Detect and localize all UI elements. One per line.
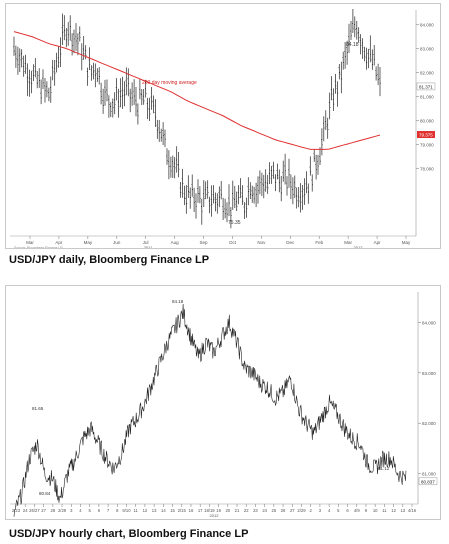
x-tick-label: 9/10 bbox=[122, 508, 131, 513]
x-tick-label: 5 bbox=[89, 508, 92, 513]
x-tick-label: Dec bbox=[286, 240, 295, 245]
x-tick-label: 6 bbox=[346, 508, 349, 513]
x-tick-label: 9 bbox=[365, 508, 368, 513]
x-tick-label: 27 bbox=[41, 508, 46, 513]
x-tick-label: Aug bbox=[171, 240, 180, 245]
last-price-box bbox=[416, 82, 436, 91]
annotation-label: 84.18 bbox=[172, 299, 184, 304]
x-tick-label: Nov bbox=[257, 240, 266, 245]
x-tick-label: Sep bbox=[200, 240, 209, 245]
y-tick-label: 84.000 bbox=[420, 22, 434, 27]
year-label: 2012 bbox=[210, 513, 220, 518]
daily-chart-panel: 84.000 83.000 82.000 81.000 80.000 79.000 78.0… bbox=[5, 3, 441, 250]
x-tick-label: 16 bbox=[189, 508, 194, 513]
moving-average-label: 200 day moving average bbox=[142, 80, 197, 86]
x-tick-label: Apr bbox=[374, 240, 382, 245]
x-tick-label: Apr bbox=[55, 240, 63, 245]
x-tick-label: 22 bbox=[244, 508, 249, 513]
last-price-label: 80.837 bbox=[421, 479, 435, 484]
y-tick-label: 81.000 bbox=[420, 95, 434, 100]
x-tick-label: 26 bbox=[281, 508, 286, 513]
ma-value-label: 79.375 bbox=[419, 133, 433, 138]
x-tick-label: 21 bbox=[235, 508, 240, 513]
x-tick-label: 19 bbox=[216, 508, 221, 513]
last-price-label: 81.371 bbox=[419, 84, 433, 89]
y-tick-label: 83.000 bbox=[420, 46, 434, 51]
y-tick-label: 82.000 bbox=[420, 71, 434, 76]
x-tick-label: 13 bbox=[152, 508, 157, 513]
x-tick-label: 15 bbox=[170, 508, 175, 513]
source-label: Source: Bloomberg Finance LP bbox=[14, 246, 63, 248]
last-price-box bbox=[418, 477, 438, 486]
x-tick-label: 14 bbox=[161, 508, 166, 513]
x-tick-label: 12 bbox=[143, 508, 148, 513]
x-tick-label: 24 bbox=[262, 508, 267, 513]
x-tick-label: Mar bbox=[344, 240, 352, 245]
x-tick-label: Jul bbox=[143, 240, 149, 245]
x-tick-label: 28 bbox=[51, 508, 56, 513]
x-tick-label: Feb bbox=[315, 240, 323, 245]
x-tick-label: 23 bbox=[253, 508, 258, 513]
daily-chart-caption: USD/JPY daily, Bloomberg Finance LP bbox=[9, 254, 210, 266]
x-tick-label: 13 bbox=[400, 508, 405, 513]
x-tick-label: 4/9 bbox=[354, 508, 360, 513]
x-tick-label: May bbox=[402, 240, 411, 245]
x-tick-label: 25 bbox=[272, 508, 277, 513]
daily-chart: 84.000 83.000 82.000 81.000 80.000 79.000 78.0… bbox=[10, 9, 436, 250]
annotation-label: 80.84 bbox=[39, 491, 51, 496]
price-bars bbox=[13, 9, 381, 229]
x-tick-label: 2/15 bbox=[178, 508, 187, 513]
x-tick-label: 2/23 bbox=[12, 508, 21, 513]
x-tick-label: 10 bbox=[373, 508, 378, 513]
x-tick-label: 26/27 bbox=[29, 508, 40, 513]
hourly-chart-panel: 84.00083.00082.00081.00080.0002/232426/2… bbox=[5, 285, 441, 527]
y-tick-label: 81.000 bbox=[422, 472, 436, 477]
x-tick-label: 11 bbox=[134, 508, 139, 513]
low-annotation: 75.35 bbox=[228, 220, 241, 226]
x-tick-label: 5 bbox=[337, 508, 340, 513]
x-tick-label: 6 bbox=[98, 508, 101, 513]
hourly-chart-caption: USD/JPY hourly chart, Bloomberg Finance … bbox=[9, 528, 249, 540]
y-tick-label: 79.000 bbox=[420, 143, 434, 148]
x-tick-label: 17 bbox=[198, 508, 203, 513]
x-tick-label: 24 bbox=[23, 508, 28, 513]
hourly-price-line bbox=[13, 303, 407, 517]
high-annotation: 84.18 bbox=[346, 42, 359, 48]
year-label: 2012 bbox=[354, 245, 364, 248]
moving-average-line bbox=[13, 31, 381, 150]
ma-value-box bbox=[417, 131, 435, 139]
annotation-label: 81.12 bbox=[378, 466, 390, 471]
x-tick-label: 4/16 bbox=[408, 508, 417, 513]
y-tick-label: 84.000 bbox=[422, 320, 436, 325]
x-tick-label: Mar bbox=[26, 240, 34, 245]
x-tick-label: 18/19 bbox=[204, 508, 215, 513]
year-label: 2011 bbox=[144, 245, 153, 248]
x-tick-label: Oct bbox=[229, 240, 237, 245]
y-tick-label: 83.000 bbox=[422, 371, 436, 376]
annotation-label: 81.65 bbox=[32, 406, 44, 411]
hourly-chart: 84.00083.00082.00081.00080.0002/232426/2… bbox=[10, 292, 438, 527]
x-tick-label: 4 bbox=[79, 508, 82, 513]
x-tick-label: 11 bbox=[382, 508, 387, 513]
x-tick-label: 2/29 bbox=[297, 508, 306, 513]
x-tick-label: 7 bbox=[107, 508, 110, 513]
x-tick-label: 12 bbox=[391, 508, 396, 513]
x-tick-label: 20 bbox=[225, 508, 230, 513]
x-tick-label: Jun bbox=[113, 240, 121, 245]
x-tick-label: 4 bbox=[328, 508, 331, 513]
x-tick-label: May bbox=[84, 240, 93, 245]
x-tick-label: 8 bbox=[116, 508, 119, 513]
x-tick-label: 2/29 bbox=[58, 508, 67, 513]
x-tick-label: 27 bbox=[290, 508, 295, 513]
y-tick-label: 80.000 bbox=[420, 119, 434, 124]
x-tick-label: 3 bbox=[319, 508, 322, 513]
x-tick-label: 2 bbox=[310, 508, 313, 513]
x-tick-label: 3 bbox=[70, 508, 73, 513]
y-tick-label: 78.000 bbox=[420, 167, 434, 172]
y-tick-label: 82.000 bbox=[422, 421, 436, 426]
